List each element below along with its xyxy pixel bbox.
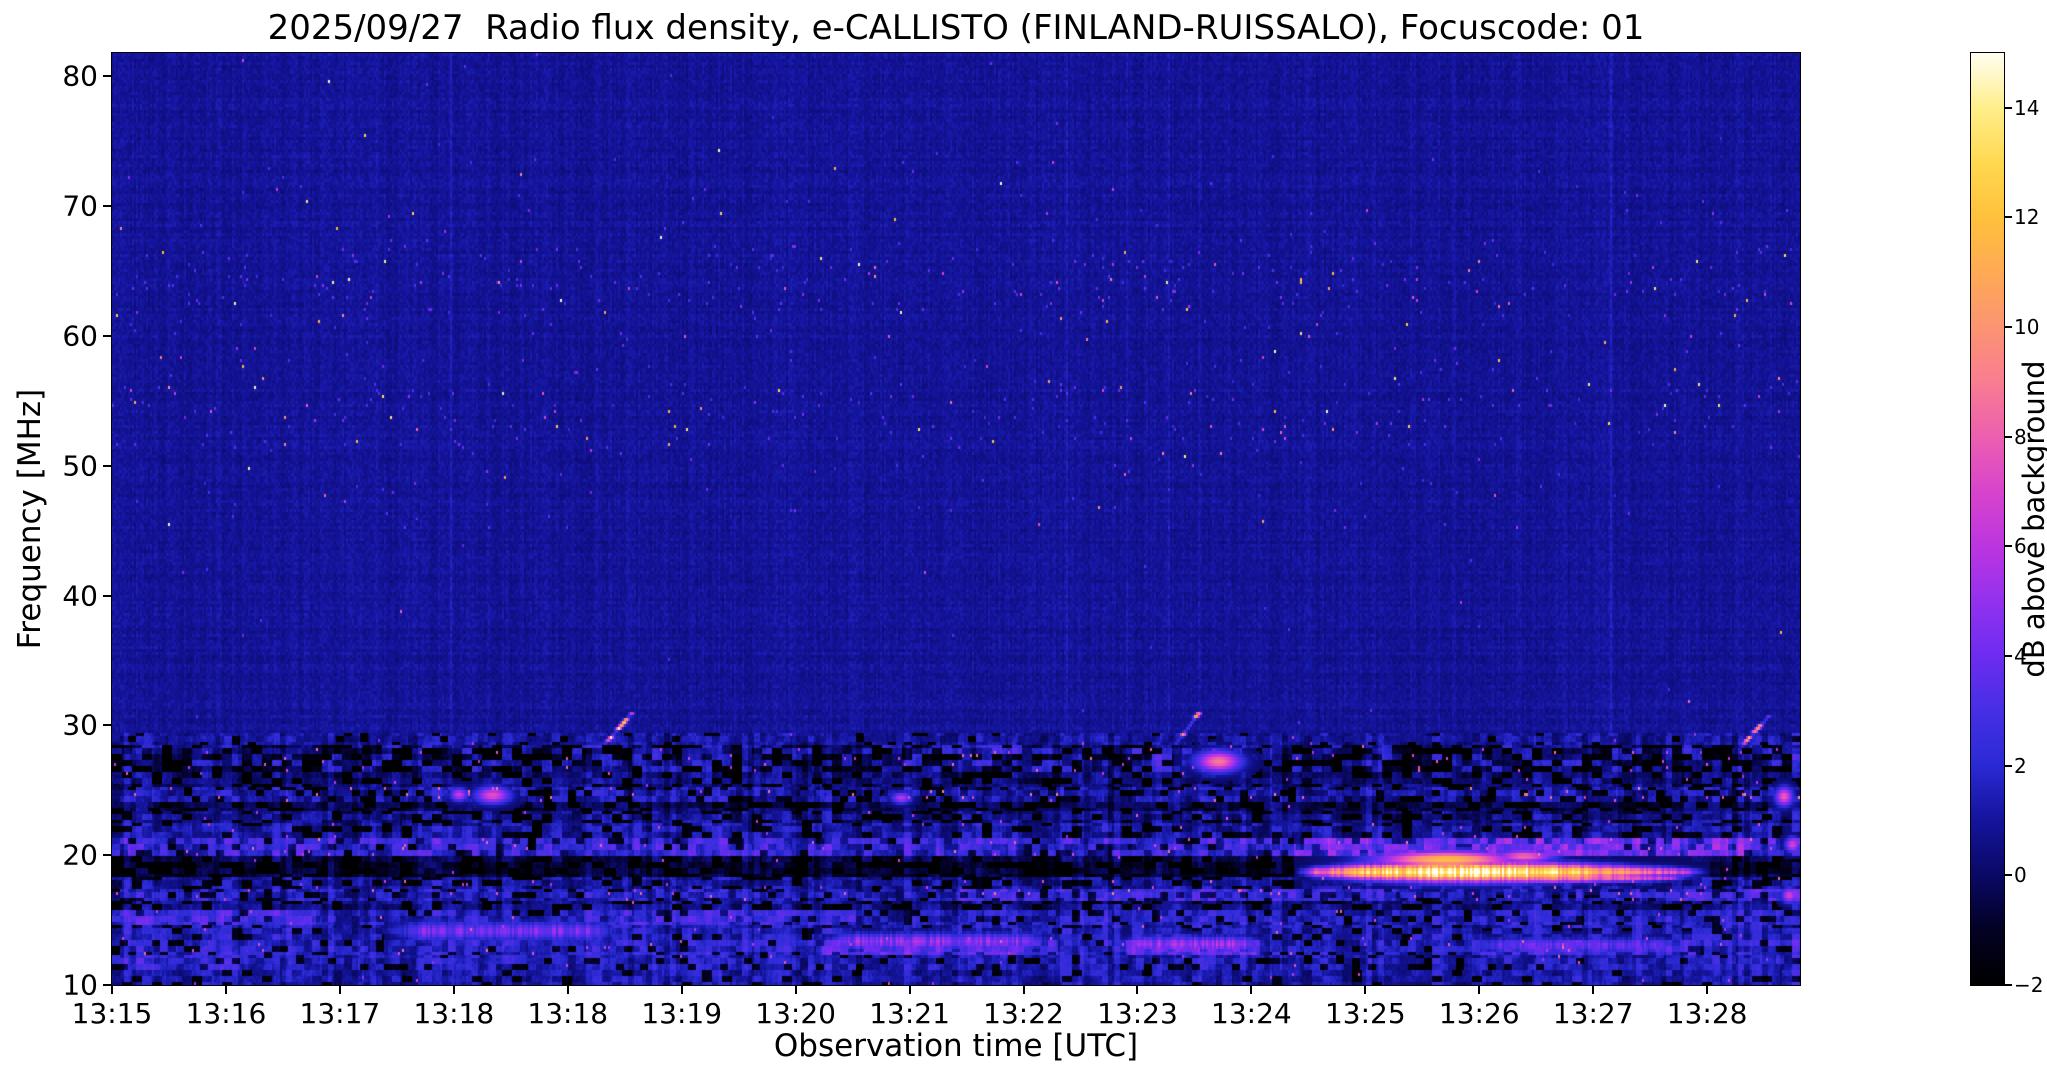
colorbar-tick-label: 4 bbox=[2014, 644, 2027, 669]
colorbar-gradient bbox=[1970, 52, 2005, 986]
colorbar-tick-mark bbox=[2005, 655, 2012, 658]
colorbar-tick-label: 10 bbox=[2014, 315, 2040, 340]
colorbar-tick-label: 2 bbox=[2014, 753, 2027, 778]
x-tick-label: 13:22 bbox=[983, 997, 1064, 1030]
x-tick-mark bbox=[794, 986, 797, 994]
colorbar-tick-label: 0 bbox=[2014, 863, 2027, 888]
x-tick-label: 13:18 bbox=[527, 997, 609, 1030]
x-tick-mark bbox=[1592, 986, 1595, 994]
colorbar-tick-mark bbox=[2005, 874, 2012, 877]
y-tick-label: 70 bbox=[62, 189, 98, 223]
x-tick-mark bbox=[680, 986, 683, 994]
x-tick-mark bbox=[224, 986, 227, 994]
x-tick-mark bbox=[908, 986, 911, 994]
y-tick-mark bbox=[103, 594, 111, 597]
y-tick-mark bbox=[103, 75, 111, 78]
x-tick-mark bbox=[111, 986, 113, 994]
x-tick-label: 13:28 bbox=[1666, 997, 1748, 1030]
y-tick-mark bbox=[103, 724, 111, 727]
colorbar-tick-label: 6 bbox=[2014, 534, 2027, 559]
y-tick-label: 80 bbox=[62, 59, 98, 93]
x-tick-mark bbox=[1250, 986, 1253, 994]
x-tick-label: 13:20 bbox=[755, 997, 836, 1030]
x-tick-mark bbox=[566, 986, 569, 994]
x-tick-mark bbox=[338, 986, 341, 994]
x-tick-mark bbox=[452, 986, 455, 994]
x-tick-label: 13:25 bbox=[1324, 997, 1406, 1030]
y-tick-label: 20 bbox=[62, 838, 98, 872]
y-tick-label: 50 bbox=[62, 449, 98, 483]
colorbar-tick-mark bbox=[2005, 106, 2012, 109]
colorbar-tick-mark bbox=[2005, 326, 2012, 329]
y-tick-mark bbox=[103, 854, 111, 857]
y-tick-label: 10 bbox=[62, 968, 98, 1002]
y-tick-mark bbox=[103, 984, 111, 986]
y-tick-mark bbox=[103, 464, 111, 467]
x-tick-label: 13:27 bbox=[1552, 997, 1634, 1030]
colorbar-label: dB above background bbox=[2017, 360, 2047, 678]
colorbar-tick-label: 14 bbox=[2014, 95, 2040, 120]
x-tick-label: 13:26 bbox=[1438, 997, 1520, 1030]
x-tick-label: 13:21 bbox=[869, 997, 950, 1030]
x-tick-label: 13:18 bbox=[413, 997, 495, 1030]
colorbar-tick-mark bbox=[2005, 216, 2012, 219]
x-tick-mark bbox=[1478, 986, 1481, 994]
y-tick-label: 30 bbox=[62, 708, 98, 742]
y-tick-mark bbox=[103, 205, 111, 208]
y-tick-label: 40 bbox=[62, 579, 98, 613]
spectrogram-heatmap bbox=[111, 52, 1801, 986]
colorbar-tick-mark bbox=[2005, 545, 2012, 548]
colorbar-tick-mark bbox=[2005, 435, 2012, 438]
x-tick-mark bbox=[1364, 986, 1367, 994]
x-tick-label: 13:15 bbox=[71, 997, 153, 1030]
x-tick-label: 13:16 bbox=[185, 997, 267, 1030]
colorbar-tick-label: 12 bbox=[2014, 205, 2040, 230]
x-tick-label: 13:17 bbox=[299, 997, 381, 1030]
colorbar-tick-label: 8 bbox=[2014, 424, 2027, 449]
colorbar-tick-mark bbox=[2005, 764, 2012, 767]
x-tick-label: 13:19 bbox=[641, 997, 723, 1030]
y-tick-mark bbox=[103, 334, 111, 337]
x-axis-label: Observation time [UTC] bbox=[773, 1028, 1139, 1064]
colorbar-tick-mark bbox=[2005, 984, 2012, 986]
colorbar-tick-label: −2 bbox=[2014, 973, 2044, 997]
x-tick-mark bbox=[1136, 986, 1139, 994]
x-tick-label: 13:24 bbox=[1211, 997, 1292, 1030]
x-tick-mark bbox=[1022, 986, 1025, 994]
x-tick-label: 13:23 bbox=[1097, 997, 1178, 1030]
y-tick-label: 60 bbox=[62, 319, 98, 353]
x-tick-mark bbox=[1706, 986, 1709, 994]
chart-title: 2025/09/27 Radio flux density, e-CALLIST… bbox=[267, 8, 1645, 48]
